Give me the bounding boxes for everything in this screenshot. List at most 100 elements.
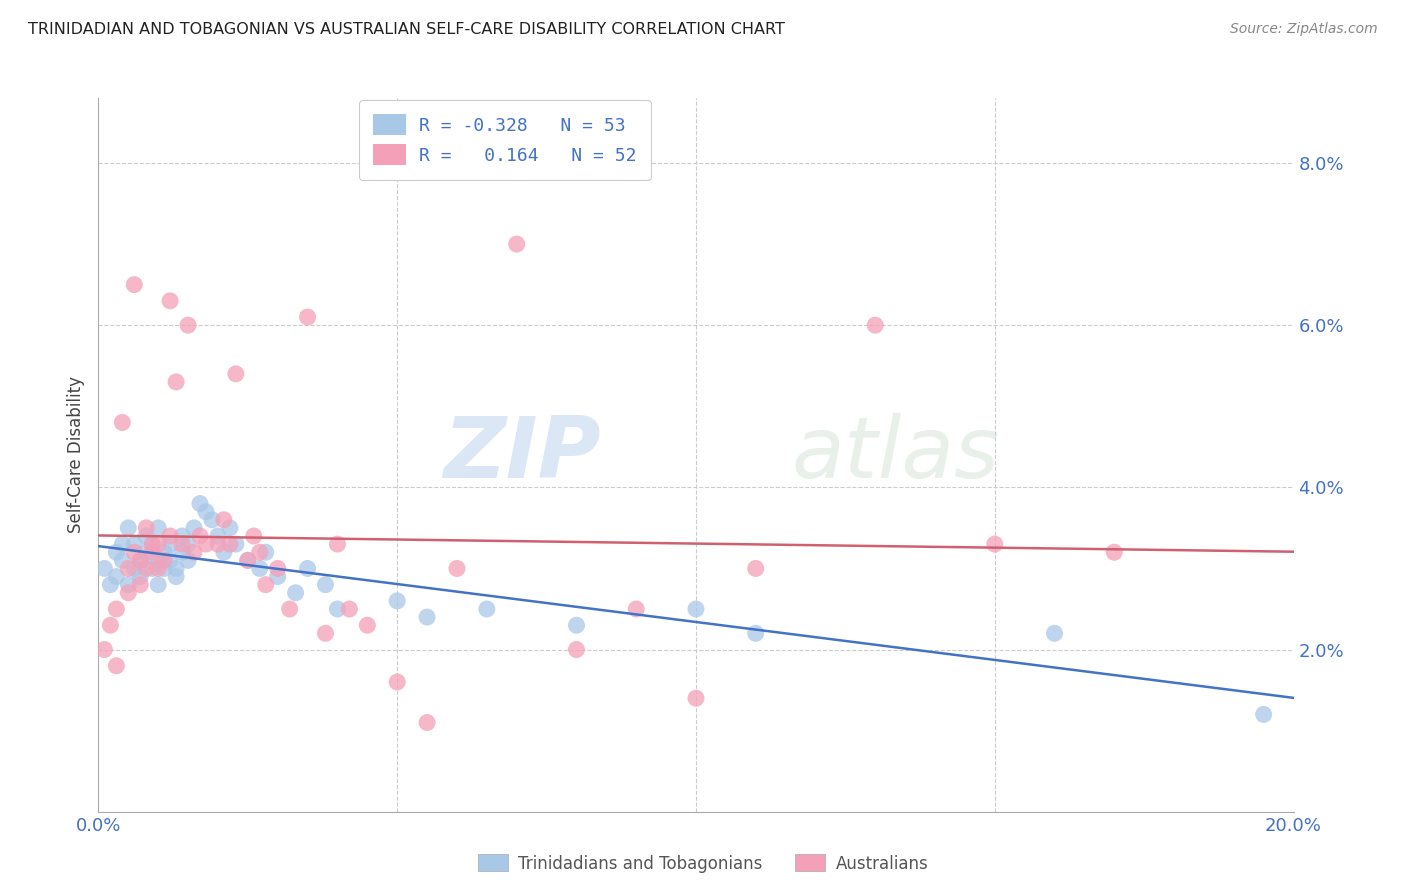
Point	[183, 521, 205, 535]
Point	[124, 277, 146, 292]
Point	[984, 537, 1007, 551]
Legend: R = -0.328   N = 53, R =   0.164   N = 52: R = -0.328 N = 53, R = 0.164 N = 52	[359, 100, 651, 179]
Point	[685, 602, 707, 616]
Point	[148, 521, 170, 535]
Point	[212, 513, 235, 527]
Point	[225, 537, 247, 551]
Point	[446, 561, 468, 575]
Point	[105, 602, 128, 616]
Point	[249, 545, 271, 559]
Point	[745, 626, 768, 640]
Point	[172, 545, 194, 559]
Point	[745, 561, 768, 575]
Point	[212, 545, 235, 559]
Point	[124, 561, 146, 575]
Point	[135, 521, 157, 535]
Point	[135, 529, 157, 543]
Point	[236, 553, 259, 567]
Point	[148, 577, 170, 591]
Point	[284, 586, 307, 600]
Point	[105, 545, 128, 559]
Point	[315, 626, 337, 640]
Point	[385, 675, 409, 690]
Point	[254, 577, 277, 591]
Point	[141, 537, 163, 551]
Point	[183, 545, 205, 559]
Point	[93, 561, 115, 575]
Point	[159, 529, 181, 543]
Point	[105, 569, 128, 583]
Point	[565, 618, 588, 632]
Point	[124, 545, 146, 559]
Point	[135, 561, 157, 575]
Point	[153, 561, 176, 575]
Point	[278, 602, 301, 616]
Point	[117, 561, 139, 575]
Point	[416, 610, 439, 624]
Point	[135, 545, 157, 559]
Point	[207, 537, 229, 551]
Point	[416, 715, 439, 730]
Point	[1253, 707, 1275, 722]
Point	[475, 602, 498, 616]
Text: TRINIDADIAN AND TOBAGONIAN VS AUSTRALIAN SELF-CARE DISABILITY CORRELATION CHART: TRINIDADIAN AND TOBAGONIAN VS AUSTRALIAN…	[28, 22, 785, 37]
Point	[165, 375, 187, 389]
Point	[356, 618, 378, 632]
Point	[177, 318, 200, 333]
Point	[117, 577, 139, 591]
Point	[100, 577, 122, 591]
Point	[243, 529, 266, 543]
Point	[159, 537, 181, 551]
Point	[93, 642, 115, 657]
Point	[117, 586, 139, 600]
Point	[153, 545, 176, 559]
Point	[165, 561, 187, 575]
Point	[148, 553, 170, 567]
Point	[315, 577, 337, 591]
Point	[172, 537, 194, 551]
Y-axis label: Self-Care Disability: Self-Care Disability	[67, 376, 86, 533]
Point	[297, 310, 319, 324]
Point	[117, 521, 139, 535]
Point	[685, 691, 707, 706]
Point	[129, 553, 152, 567]
Point	[254, 545, 277, 559]
Point	[188, 529, 211, 543]
Point	[148, 537, 170, 551]
Point	[100, 618, 122, 632]
Point	[148, 561, 170, 575]
Point	[177, 553, 200, 567]
Point	[129, 569, 152, 583]
Point	[506, 237, 529, 252]
Legend: Trinidadians and Tobagonians, Australians: Trinidadians and Tobagonians, Australian…	[471, 847, 935, 880]
Point	[267, 569, 290, 583]
Point	[326, 537, 349, 551]
Text: atlas: atlas	[792, 413, 1000, 497]
Point	[124, 537, 146, 551]
Point	[297, 561, 319, 575]
Point	[141, 561, 163, 575]
Point	[385, 594, 409, 608]
Point	[159, 293, 181, 308]
Point	[129, 577, 152, 591]
Point	[141, 545, 163, 559]
Point	[1043, 626, 1066, 640]
Point	[177, 537, 200, 551]
Point	[207, 529, 229, 543]
Text: ZIP: ZIP	[443, 413, 600, 497]
Point	[1104, 545, 1126, 559]
Point	[326, 602, 349, 616]
Text: Source: ZipAtlas.com: Source: ZipAtlas.com	[1230, 22, 1378, 37]
Point	[165, 569, 187, 583]
Point	[195, 505, 218, 519]
Point	[129, 553, 152, 567]
Point	[865, 318, 887, 333]
Point	[219, 537, 242, 551]
Point	[111, 537, 134, 551]
Point	[565, 642, 588, 657]
Point	[111, 553, 134, 567]
Point	[225, 367, 247, 381]
Point	[236, 553, 259, 567]
Point	[159, 553, 181, 567]
Point	[339, 602, 360, 616]
